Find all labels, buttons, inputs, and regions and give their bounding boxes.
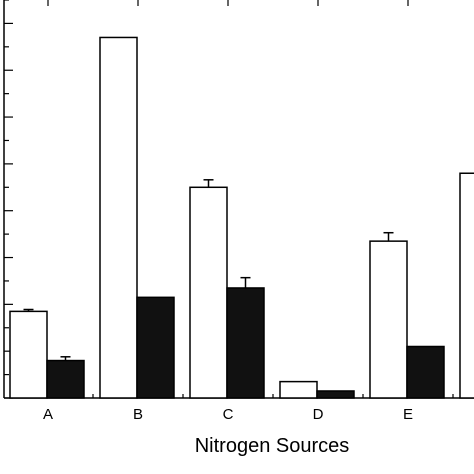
x-tick-label: A [43,406,53,423]
bar-open-B [99,36,138,399]
x-tick-label: B [133,406,143,423]
bar-filled-E [406,345,445,399]
bar-open-A [9,310,48,399]
tick-labels: A B C D E [43,406,413,423]
bar-open-E [369,240,408,399]
x-tick-label: D [313,406,324,423]
bar-filled-D [316,390,355,399]
bar-filled-A [46,359,85,399]
x-tick-label: C [223,406,234,423]
bar-open-f [459,172,474,399]
bar-open-D [279,380,318,399]
x-axis-title: Nitrogen Sources [195,435,350,457]
x-tick-label: E [403,406,413,423]
bar-filled-B [136,296,175,399]
bar-filled-C [226,287,265,399]
bars [9,36,474,399]
bar-open-C [189,186,228,399]
axis-ticks [4,0,454,399]
